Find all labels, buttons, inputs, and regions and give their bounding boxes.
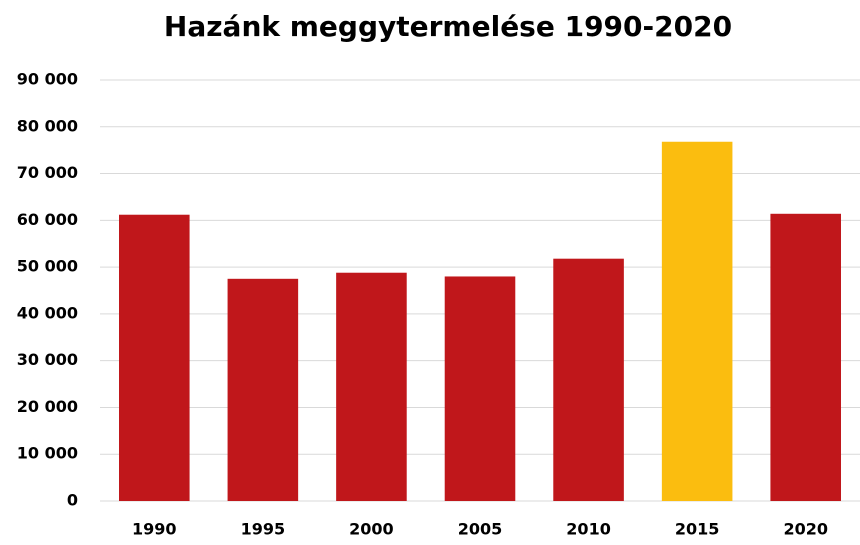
y-tick-label: 10 000 (17, 444, 78, 463)
y-tick-label: 20 000 (17, 397, 78, 416)
x-tick-label: 1995 (241, 520, 286, 539)
y-tick-label: 30 000 (17, 350, 78, 369)
y-tick-label: 0 (67, 491, 78, 510)
bar (444, 276, 516, 501)
y-tick-label: 40 000 (17, 303, 78, 322)
bar (661, 141, 733, 501)
bar (770, 213, 841, 502)
y-tick-label: 50 000 (17, 257, 78, 276)
bar (336, 272, 407, 501)
bar (227, 278, 299, 501)
x-tick-label: 1990 (132, 520, 177, 539)
bar (119, 214, 190, 501)
x-tick-label: 2015 (675, 520, 720, 539)
x-tick-label: 2010 (566, 520, 611, 539)
x-tick-label: 2000 (349, 520, 394, 539)
chart-title: Hazánk meggytermelése 1990-2020 (164, 10, 732, 43)
y-tick-label: 70 000 (17, 163, 78, 182)
x-tick-label: 2005 (458, 520, 503, 539)
bar (553, 258, 624, 501)
x-tick-label: 2020 (783, 520, 828, 539)
y-tick-label: 60 000 (17, 210, 78, 229)
y-tick-label: 90 000 (17, 70, 78, 89)
y-tick-label: 80 000 (17, 116, 78, 135)
